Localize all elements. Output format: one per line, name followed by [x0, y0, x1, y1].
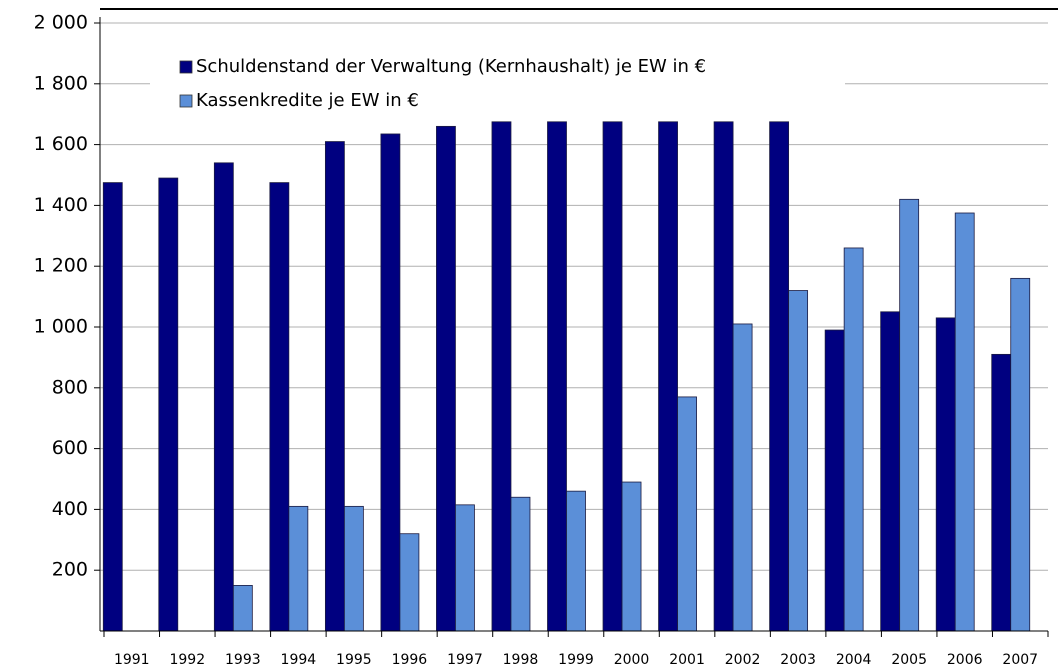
- bar: [788, 290, 809, 632]
- bar: [399, 533, 420, 632]
- y-tick-label: 1 200: [34, 255, 88, 277]
- x-tick-label: 2004: [836, 652, 872, 668]
- bar: [1010, 277, 1031, 632]
- bar: [102, 182, 123, 632]
- y-tick-label: 600: [52, 437, 88, 459]
- bar: [436, 125, 456, 632]
- x-tick-label: 1998: [503, 652, 539, 668]
- x-tick-label: 1997: [447, 652, 483, 668]
- x-tick-label: 2002: [725, 652, 761, 668]
- y-tick-label: 200: [52, 559, 88, 581]
- bar: [269, 182, 290, 632]
- x-tick-label: 2006: [947, 652, 983, 668]
- x-tick-label: 1995: [336, 652, 372, 668]
- bar: [158, 177, 179, 632]
- legend: Schuldenstand der Verwaltung (Kernhausha…: [150, 50, 845, 118]
- bar: [677, 396, 697, 632]
- legend-label: Schuldenstand der Verwaltung (Kernhausha…: [196, 56, 706, 77]
- y-tick-label: 1 800: [34, 72, 88, 94]
- bar: [769, 121, 790, 632]
- bar: [343, 505, 364, 632]
- legend-background: [150, 50, 845, 118]
- legend-swatch: [179, 94, 193, 108]
- bar: [732, 323, 753, 632]
- y-tick-label: 800: [52, 376, 88, 398]
- bar: [935, 317, 956, 632]
- y-tick-label: 2 000: [34, 12, 88, 34]
- y-tick-label: 1 400: [34, 194, 88, 216]
- y-tick-label: 1 600: [34, 133, 88, 155]
- x-tick-label: 1999: [558, 652, 594, 668]
- x-tick-label: 2007: [1002, 652, 1038, 668]
- bar: [824, 329, 845, 632]
- bar: [566, 490, 586, 632]
- x-tick-label: 1996: [392, 652, 428, 668]
- x-tick-label: 2005: [891, 652, 927, 668]
- y-tick-label: 1 000: [34, 316, 88, 338]
- bar: [658, 121, 678, 632]
- bar: [602, 121, 623, 632]
- x-tick-label: 1991: [114, 652, 150, 668]
- bar: [991, 353, 1012, 632]
- x-tick-label: 2003: [780, 652, 816, 668]
- bar: [232, 585, 253, 632]
- bar: [899, 198, 920, 632]
- bar: [491, 121, 512, 632]
- bar: [324, 141, 345, 632]
- bar: [713, 121, 734, 632]
- legend-label: Kassenkredite je EW in €: [196, 90, 419, 111]
- x-tick-label: 2000: [614, 652, 650, 668]
- bar: [455, 504, 475, 632]
- bar: [288, 505, 309, 632]
- x-tick-label: 1994: [281, 652, 317, 668]
- bar: [880, 311, 901, 632]
- bar: [621, 481, 642, 632]
- bar: [213, 162, 234, 632]
- x-tick-label: 1993: [225, 652, 261, 668]
- bar: [547, 121, 567, 632]
- bar: [510, 496, 531, 632]
- y-tick-label: 400: [52, 498, 88, 520]
- bar: [843, 247, 864, 632]
- x-tick-label: 2001: [669, 652, 705, 668]
- legend-swatch: [179, 60, 193, 74]
- x-tick-label: 1992: [169, 652, 205, 668]
- bar: [380, 133, 401, 632]
- bar: [954, 212, 975, 632]
